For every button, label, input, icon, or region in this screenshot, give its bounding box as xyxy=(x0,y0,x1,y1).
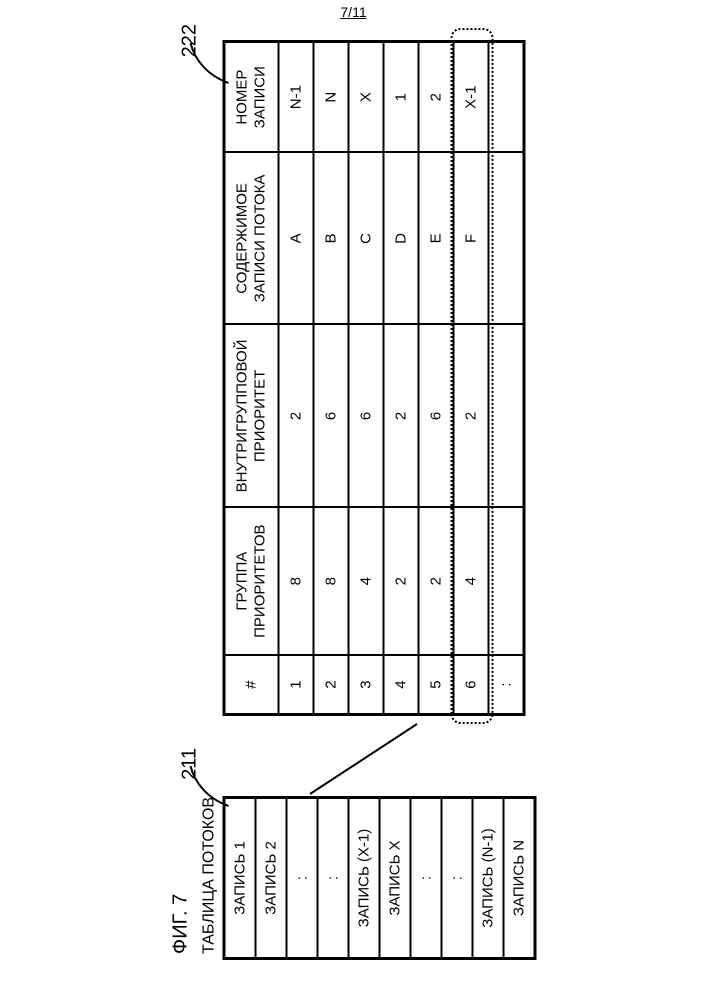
big-table-cell-idx: 4 xyxy=(384,655,419,714)
big-table-cell-idx: : xyxy=(489,655,525,714)
hdr-idx: # xyxy=(224,655,279,714)
figure-group: ФИГ. 7 ТАБЛИЦА ПОТОКОВ ЗАПИСЬ 1ЗАПИСЬ 2:… xyxy=(170,40,537,960)
big-table-wrap: # ГРУППАПРИОРИТЕТОВ ВНУТРИГРУППОВОЙПРИОР… xyxy=(223,40,526,716)
page-number: 7/11 xyxy=(0,4,707,20)
flow-table-row: ЗАПИСЬ 1 xyxy=(224,798,256,959)
hdr-intra: ВНУТРИГРУППОВОЙПРИОРИТЕТ xyxy=(224,325,279,508)
big-table-cell-content: F xyxy=(454,152,489,324)
big-table-cell-group: 2 xyxy=(419,507,454,655)
callout-211-curve-icon xyxy=(185,752,235,812)
big-table-row: : xyxy=(489,42,525,715)
big-table-cell-group: 2 xyxy=(384,507,419,655)
big-table-cell-idx: 2 xyxy=(314,655,349,714)
flow-table-cell: ЗАПИСЬ N xyxy=(504,798,536,959)
big-table-cell-recno xyxy=(489,42,525,153)
big-table-row: 526E2 xyxy=(419,42,454,715)
big-table-cell-group: 4 xyxy=(454,507,489,655)
flow-table-row: ЗАПИСЬ N xyxy=(504,798,536,959)
hdr-content: СОДЕРЖИМОЕЗАПИСИ ПОТОКА xyxy=(224,152,279,324)
flow-table-row: ЗАПИСЬ (N-1) xyxy=(473,798,504,959)
callout-222: 222 xyxy=(179,24,202,57)
big-table-cell-intra: 2 xyxy=(279,325,314,508)
flow-table-cell: : xyxy=(287,798,318,959)
big-table-cell-idx: 3 xyxy=(349,655,384,714)
big-table-cell-content: E xyxy=(419,152,454,324)
flow-table-row: ЗАПИСЬ 2 xyxy=(256,798,287,959)
flow-table-row: ЗАПИСЬ X xyxy=(380,798,411,959)
big-table-row: 346CX xyxy=(349,42,384,715)
flow-table-row: : xyxy=(442,798,473,959)
big-table-cell-group: 8 xyxy=(279,507,314,655)
flow-table-cell: : xyxy=(442,798,473,959)
big-table-cell-recno: 1 xyxy=(384,42,419,153)
big-table-cell-recno: N-1 xyxy=(279,42,314,153)
flow-table-cell: ЗАПИСЬ 2 xyxy=(256,798,287,959)
big-table-cell-recno: X-1 xyxy=(454,42,489,153)
big-table-cell-content: D xyxy=(384,152,419,324)
big-table-row: 182AN-1 xyxy=(279,42,314,715)
figure-label: ФИГ. 7 xyxy=(170,40,193,954)
big-table-cell-intra: 6 xyxy=(419,325,454,508)
page: 7/11 ФИГ. 7 ТАБЛИЦА ПОТОКОВ ЗАПИСЬ 1ЗАПИ… xyxy=(0,0,707,1000)
big-table-cell-group: 8 xyxy=(314,507,349,655)
flow-table-row: ЗАПИСЬ (X-1) xyxy=(349,798,380,959)
big-table-cell-group: 4 xyxy=(349,507,384,655)
big-table-header-row: # ГРУППАПРИОРИТЕТОВ ВНУТРИГРУППОВОЙПРИОР… xyxy=(224,42,279,715)
flow-table-cell: ЗАПИСЬ (N-1) xyxy=(473,798,504,959)
big-table-cell-content: C xyxy=(349,152,384,324)
big-table-cell-group xyxy=(489,507,525,655)
flow-table-cell: : xyxy=(318,798,349,959)
big-table-cell-intra: 2 xyxy=(454,325,489,508)
big-table-cell-idx: 1 xyxy=(279,655,314,714)
big-table-cell-intra: 6 xyxy=(349,325,384,508)
flow-table-cell: ЗАПИСЬ (X-1) xyxy=(349,798,380,959)
flow-table: ЗАПИСЬ 1ЗАПИСЬ 2::ЗАПИСЬ (X-1)ЗАПИСЬ X::… xyxy=(223,796,537,960)
big-table-cell-recno: X xyxy=(349,42,384,153)
flow-table-cell: : xyxy=(411,798,442,959)
big-table-cell-intra: 6 xyxy=(314,325,349,508)
big-table-row: 422D1 xyxy=(384,42,419,715)
callout-222-curve-icon xyxy=(185,29,235,89)
big-table-cell-idx: 5 xyxy=(419,655,454,714)
big-table-cell-content: B xyxy=(314,152,349,324)
callout-211: 211 xyxy=(179,748,202,780)
flow-table-title: ТАБЛИЦА ПОТОКОВ xyxy=(201,40,219,954)
flow-table-wrap: ЗАПИСЬ 1ЗАПИСЬ 2::ЗАПИСЬ (X-1)ЗАПИСЬ X::… xyxy=(223,796,537,960)
flow-table-row: : xyxy=(411,798,442,959)
big-table-cell-content: A xyxy=(279,152,314,324)
big-table-cell-intra: 2 xyxy=(384,325,419,508)
big-table-row: 286BN xyxy=(314,42,349,715)
big-table-cell-intra xyxy=(489,325,525,508)
flow-table-row: : xyxy=(318,798,349,959)
big-table-cell-idx: 6 xyxy=(454,655,489,714)
big-table-cell-recno: 2 xyxy=(419,42,454,153)
big-table-cell-content xyxy=(489,152,525,324)
big-table-row: 642FX-1 xyxy=(454,42,489,715)
big-table: # ГРУППАПРИОРИТЕТОВ ВНУТРИГРУППОВОЙПРИОР… xyxy=(223,40,526,716)
flow-table-row: : xyxy=(287,798,318,959)
hdr-group: ГРУППАПРИОРИТЕТОВ xyxy=(224,507,279,655)
flow-table-cell: ЗАПИСЬ 1 xyxy=(224,798,256,959)
flow-table-cell: ЗАПИСЬ X xyxy=(380,798,411,959)
tables-row: ЗАПИСЬ 1ЗАПИСЬ 2::ЗАПИСЬ (X-1)ЗАПИСЬ X::… xyxy=(223,40,537,960)
big-table-cell-recno: N xyxy=(314,42,349,153)
